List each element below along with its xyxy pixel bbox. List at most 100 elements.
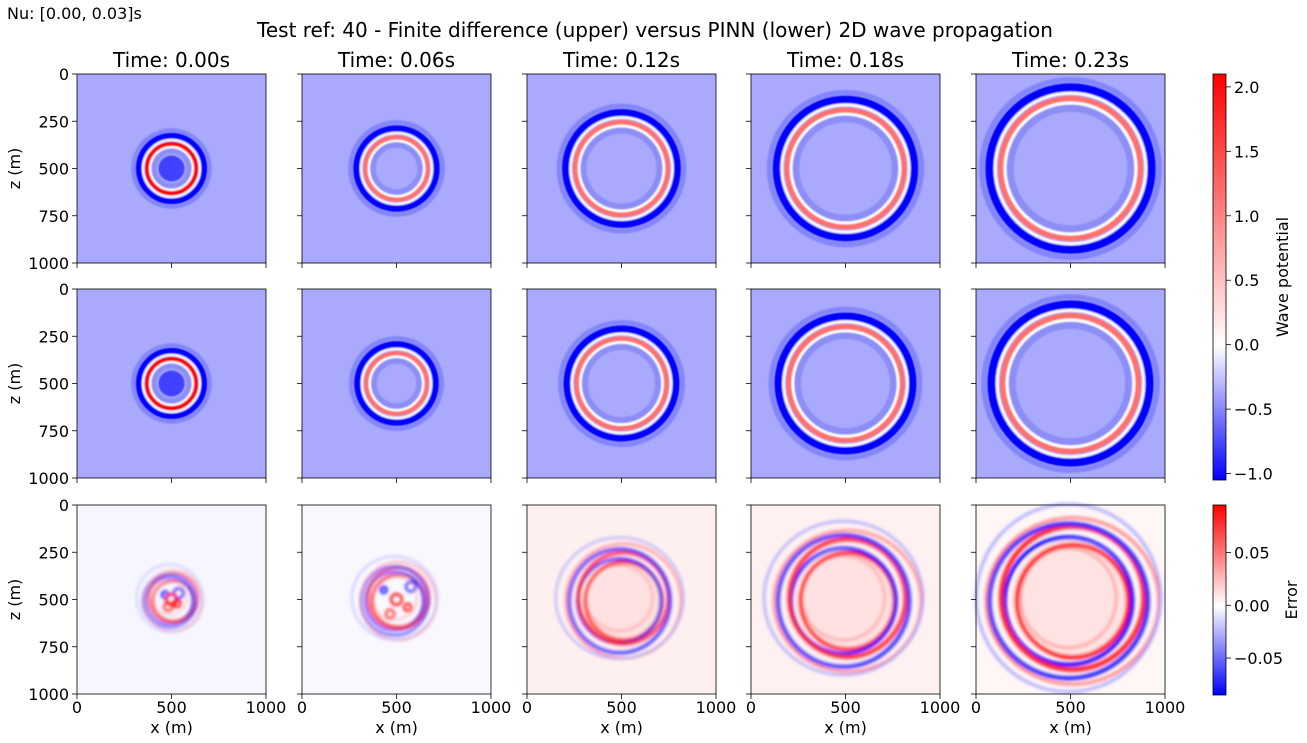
wavefront-rings [557, 319, 686, 448]
red-crest [997, 95, 1144, 242]
error-ring [987, 521, 1150, 681]
blue-fade [981, 294, 1160, 473]
blue-trough [772, 95, 919, 242]
blue-trough [353, 125, 440, 212]
panel-r3-c4: 0 500 1000 x (m) [746, 504, 960, 737]
outer-white [142, 139, 201, 198]
error-pattern [136, 563, 204, 633]
y-tick-label: 0 [59, 65, 69, 84]
inner-trough [1008, 321, 1133, 446]
wavefront-rings [766, 89, 925, 248]
source-core [158, 155, 185, 182]
outer-white [570, 332, 673, 435]
y-tick-label: 750 [38, 422, 69, 441]
error-ring [787, 536, 908, 660]
red-crest [572, 119, 671, 218]
colorbar-error-gradient [1212, 504, 1227, 696]
colorbar-tick-label: 1.0 [1234, 207, 1259, 226]
panel-background [527, 289, 716, 478]
outer-white [782, 320, 909, 447]
panel-r1-c1: 0 250 500 750 1000 Time: 0.00s z (m) [5, 48, 267, 273]
white-band [576, 123, 667, 214]
error-pattern [350, 555, 439, 642]
column-title: Time: 0.23s [1011, 48, 1129, 72]
error-blob [384, 608, 396, 620]
blue-trough [354, 341, 439, 426]
blue-trough [135, 347, 208, 420]
column-title: Time: 0.06s [337, 48, 455, 72]
colorbar-error-ticks: 0.05 0.00 −0.05 [1226, 544, 1283, 668]
inner-trough [371, 358, 422, 409]
colorbar-error: 0.05 0.00 −0.05 Error [1212, 504, 1301, 696]
red-crest [144, 356, 199, 411]
panel-r1-c2: Time: 0.06s [297, 48, 492, 268]
outer-white [780, 103, 911, 234]
x-axis-label: x (m) [600, 718, 643, 737]
error-ring [350, 555, 439, 641]
error-ring [136, 563, 203, 633]
white-band [788, 111, 903, 226]
white-band [148, 360, 195, 407]
y-tick-label: 750 [38, 207, 69, 226]
error-blob [405, 580, 417, 593]
outer-white [361, 348, 432, 419]
panel-grid: 0 250 500 750 1000 Time: 0.00s z (m) Time: 0.06… [5, 48, 1185, 737]
white-band [366, 138, 427, 199]
error-ring [772, 529, 923, 673]
inner-trough [794, 332, 897, 435]
blue-fade [349, 336, 444, 431]
error-ring [762, 519, 925, 677]
panel-r3-c2: 0 500 1000 x (m) [297, 504, 512, 737]
colorbar-tick-label: −1.0 [1234, 465, 1273, 484]
blue-trough [987, 300, 1154, 467]
y-axis-label: z (m) [5, 148, 24, 190]
y-tick-label: 500 [38, 375, 69, 394]
y-tick-label: 0 [59, 496, 69, 515]
blue-fade [557, 319, 686, 448]
colorbar-tick-label: −0.5 [1234, 400, 1273, 419]
column-title: Time: 0.18s [786, 48, 904, 72]
y-tick-label: 1000 [28, 685, 69, 704]
x-axis-label: x (m) [150, 718, 193, 737]
x-tick-label: 1000 [471, 698, 512, 717]
x-tick-label: 1000 [696, 698, 737, 717]
column-title: Time: 0.12s [562, 48, 680, 72]
colorbar-error-label: Error [1282, 580, 1301, 619]
x-axis-label: x (m) [1049, 718, 1092, 737]
blue-trough [985, 83, 1156, 254]
error-ring [775, 533, 912, 669]
colorbar-tick-label: 0.05 [1234, 544, 1270, 563]
panel-r3-c3: 0 500 1000 x (m) [522, 504, 737, 737]
red-crest [574, 336, 669, 431]
y-tick-label: 1000 [28, 469, 69, 488]
error-ring [1002, 535, 1135, 667]
y-tick-label: 0 [59, 280, 69, 299]
panel-background [77, 505, 266, 694]
x-axis-label: x (m) [375, 718, 418, 737]
error-blob [390, 592, 404, 606]
error-ring [567, 547, 672, 655]
red-crest [144, 141, 199, 196]
y-axis-label: z (m) [5, 579, 24, 621]
error-pattern [762, 519, 925, 677]
y-axis-label: z (m) [5, 363, 24, 405]
wavefront-rings [981, 294, 1160, 473]
y-tick-label: 250 [38, 543, 69, 562]
corner-text: Nu: [0.00, 0.03]s [7, 4, 142, 23]
error-ring [1019, 546, 1118, 650]
blue-fade [131, 128, 212, 209]
y-tick-label: 500 [38, 160, 69, 179]
outer-white [993, 91, 1148, 246]
x-tick-label: 500 [1055, 698, 1086, 717]
wavefront-rings [348, 120, 445, 217]
panel-r2-c4 [746, 288, 941, 483]
x-tick-label: 1000 [246, 698, 287, 717]
wavefront-rings [131, 128, 212, 209]
wavefront-rings [556, 103, 687, 234]
white-band [367, 354, 426, 413]
inner-trough [1006, 104, 1135, 233]
y-tick-label: 250 [38, 112, 69, 131]
x-tick-label: 500 [830, 698, 861, 717]
